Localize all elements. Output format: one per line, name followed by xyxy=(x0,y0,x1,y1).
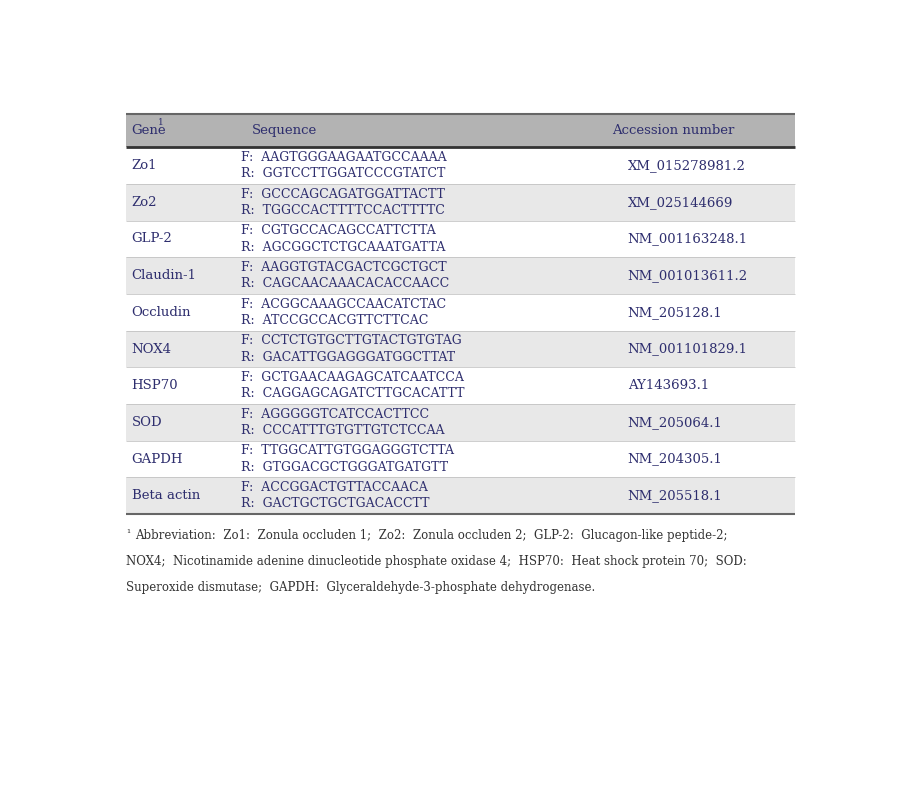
Text: R:  GGTCCTTGGATCCCGTATCT: R: GGTCCTTGGATCCCGTATCT xyxy=(242,168,446,180)
Bar xyxy=(126,404,795,441)
Text: F:  AGGGGGTCATCCACTTCC: F: AGGGGGTCATCCACTTCC xyxy=(242,408,430,421)
Text: SOD: SOD xyxy=(132,416,163,429)
Text: GLP-2: GLP-2 xyxy=(132,233,173,245)
Text: R:  GACATTGGAGGGATGGCTTAT: R: GACATTGGAGGGATGGCTTAT xyxy=(242,351,456,364)
Text: NM_001013611.2: NM_001013611.2 xyxy=(628,269,748,282)
Text: NOX4;  Nicotinamide adenine dinucleotide phosphate oxidase 4;  HSP70:  Heat shoc: NOX4; Nicotinamide adenine dinucleotide … xyxy=(126,555,747,568)
Text: F:  GCCCAGCAGATGGATTACTT: F: GCCCAGCAGATGGATTACTT xyxy=(242,187,445,201)
Bar xyxy=(126,147,795,184)
Bar xyxy=(126,294,795,330)
Text: F:  ACGGCAAAGCCAACATCTAC: F: ACGGCAAAGCCAACATCTAC xyxy=(242,298,447,310)
Text: Abbreviation:  Zo1:  Zonula occluden 1;  Zo2:  Zonula occluden 2;  GLP-2:  Gluca: Abbreviation: Zo1: Zonula occluden 1; Zo… xyxy=(136,530,728,542)
Text: ¹: ¹ xyxy=(126,530,130,538)
Bar xyxy=(126,221,795,257)
Text: NOX4: NOX4 xyxy=(132,342,172,356)
Text: NM_001163248.1: NM_001163248.1 xyxy=(628,233,748,245)
Text: F:  CCTCTGTGCTTGTACTGTGTAG: F: CCTCTGTGCTTGTACTGTGTAG xyxy=(242,334,462,348)
Text: F:  ACCGGACTGTTACCAACA: F: ACCGGACTGTTACCAACA xyxy=(242,481,428,494)
Text: GAPDH: GAPDH xyxy=(132,453,183,465)
Text: R:  GACTGCTGCTGACACCTT: R: GACTGCTGCTGACACCTT xyxy=(242,497,430,511)
Text: F:  GCTGAACAAGAGCATCAATCCA: F: GCTGAACAAGAGCATCAATCCA xyxy=(242,371,465,384)
Text: R:  TGGCCACTTTTCCACTTTTC: R: TGGCCACTTTTCCACTTTTC xyxy=(242,204,445,217)
Text: F:  AAGTGGGAAGAATGCCAAAA: F: AAGTGGGAAGAATGCCAAAA xyxy=(242,151,447,164)
Text: Accession number: Accession number xyxy=(611,124,734,137)
Text: NM_205064.1: NM_205064.1 xyxy=(628,416,723,429)
Bar xyxy=(126,368,795,404)
Text: Beta actin: Beta actin xyxy=(132,489,200,503)
Bar xyxy=(126,114,795,147)
Text: Occludin: Occludin xyxy=(132,306,191,319)
Text: Zo2: Zo2 xyxy=(132,196,157,209)
Text: AY143693.1: AY143693.1 xyxy=(628,380,708,392)
Text: R:  AGCGGCTCTGCAAATGATTA: R: AGCGGCTCTGCAAATGATTA xyxy=(242,241,446,253)
Text: F:  TTGGCATTGTGGAGGGTCTTA: F: TTGGCATTGTGGAGGGTCTTA xyxy=(242,445,455,457)
Text: Sequence: Sequence xyxy=(253,124,317,137)
Text: Zo1: Zo1 xyxy=(132,159,157,172)
Text: R:  ATCCGCCACGTTCTTCAC: R: ATCCGCCACGTTCTTCAC xyxy=(242,314,429,327)
Text: Superoxide dismutase;  GAPDH:  Glyceraldehyde-3-phosphate dehydrogenase.: Superoxide dismutase; GAPDH: Glyceraldeh… xyxy=(126,580,595,594)
Bar xyxy=(126,477,795,514)
Text: 1: 1 xyxy=(158,118,164,127)
Text: HSP70: HSP70 xyxy=(132,380,178,392)
Text: F:  AAGGTGTACGACTCGCTGCT: F: AAGGTGTACGACTCGCTGCT xyxy=(242,261,447,274)
Bar xyxy=(126,257,795,294)
Text: NM_204305.1: NM_204305.1 xyxy=(628,453,723,465)
Text: F:  CGTGCCACAGCCATTCTTA: F: CGTGCCACAGCCATTCTTA xyxy=(242,225,436,237)
Text: XM_025144669: XM_025144669 xyxy=(628,196,733,209)
Text: XM_015278981.2: XM_015278981.2 xyxy=(628,159,745,172)
Text: R:  GTGGACGCTGGGATGATGTT: R: GTGGACGCTGGGATGATGTT xyxy=(242,461,449,474)
Bar xyxy=(126,330,795,368)
Bar xyxy=(126,441,795,477)
Text: NM_205518.1: NM_205518.1 xyxy=(628,489,723,503)
Bar xyxy=(126,184,795,221)
Text: Gene: Gene xyxy=(132,124,166,137)
Text: R:  CCCATTTGTGTTGTCTCCAA: R: CCCATTTGTGTTGTCTCCAA xyxy=(242,424,445,437)
Text: R:  CAGGAGCAGATCTTGCACATTT: R: CAGGAGCAGATCTTGCACATTT xyxy=(242,387,465,400)
Text: NM_001101829.1: NM_001101829.1 xyxy=(628,342,748,356)
Text: Claudin-1: Claudin-1 xyxy=(132,269,197,282)
Text: NM_205128.1: NM_205128.1 xyxy=(628,306,723,319)
Text: R:  CAGCAACAAACACACCAACC: R: CAGCAACAAACACACCAACC xyxy=(242,277,450,291)
